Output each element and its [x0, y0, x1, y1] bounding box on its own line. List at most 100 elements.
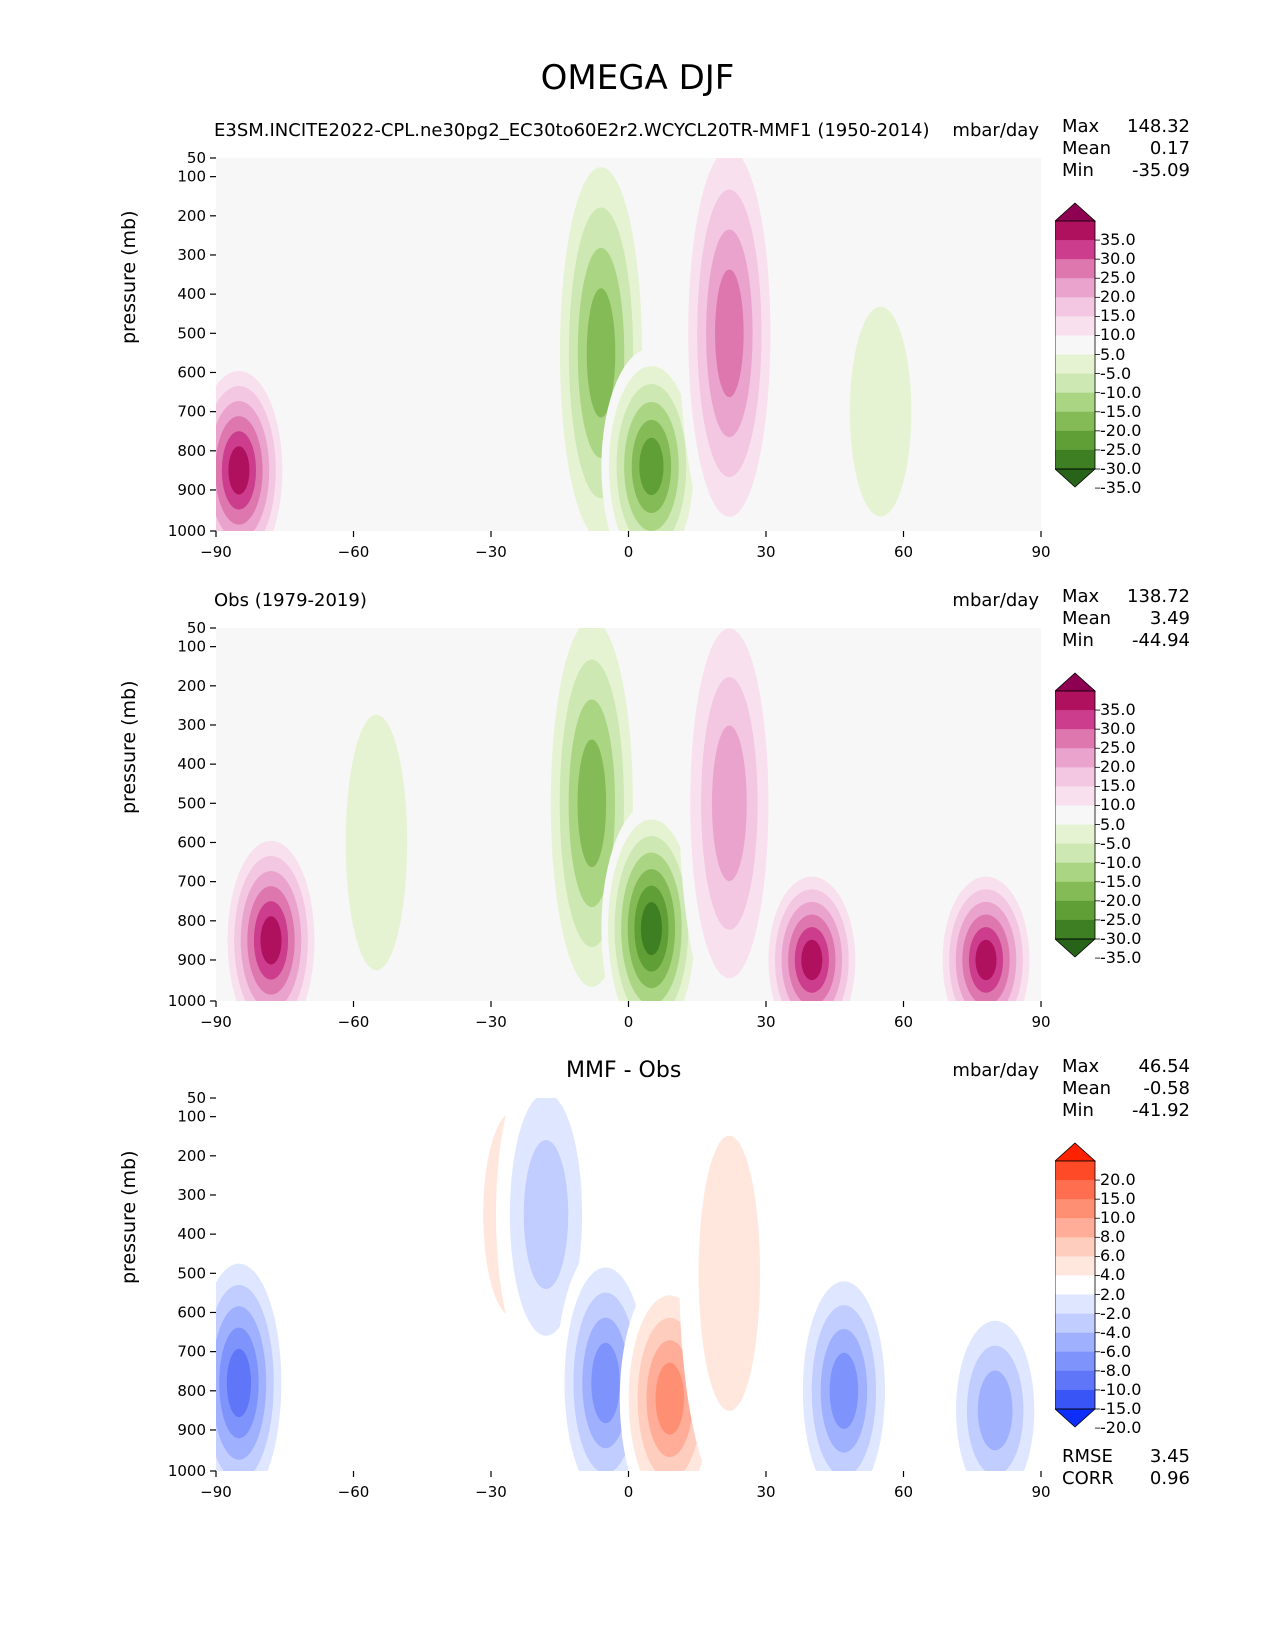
contour-level: [639, 437, 664, 496]
colorbar-frame: [1055, 690, 1096, 940]
x-tick-label: 0: [624, 1483, 634, 1501]
x-tick-label: 90: [1031, 543, 1050, 561]
colorbar-tick-label: -15.0: [1100, 871, 1142, 891]
colorbar-tick-label: -15.0: [1100, 401, 1142, 421]
colorbar: [1055, 1142, 1100, 1429]
panel-units: mbar/day: [952, 120, 1039, 141]
contour-field: [216, 158, 1041, 531]
colorbar-tick-label: 30.0: [1100, 249, 1136, 269]
x-tick-label: 30: [756, 1013, 775, 1031]
y-tick-label: 800: [177, 442, 206, 460]
colorbar-extend-max: [1055, 672, 1097, 692]
colorbar-tick-label: 20.0: [1100, 287, 1136, 307]
x-tick-label: −90: [200, 1013, 232, 1031]
y-tick-label: 400: [177, 755, 206, 773]
contour-level: [591, 1342, 620, 1424]
colorbar-tick-label: -20.0: [1100, 890, 1142, 910]
colorbar-tick-label: -35.0: [1100, 948, 1142, 968]
colorbar-segment: [1055, 862, 1095, 883]
stats-box: Max 138.72 Mean 3.49 Min -44.94: [1062, 586, 1190, 652]
colorbar-tick-label: 15.0: [1100, 306, 1136, 326]
y-tick-label: 200: [177, 1147, 206, 1165]
x-tick-label: 30: [756, 1483, 775, 1501]
stat-min-value: -44.94: [1131, 630, 1190, 651]
contour-level: [711, 725, 747, 882]
y-tick-label: 500: [177, 324, 206, 342]
contour-level: [586, 288, 616, 418]
contour-level: [698, 1135, 761, 1411]
y-tick-label: 600: [177, 833, 206, 851]
colorbar-segment: [1055, 449, 1095, 470]
stat-min-value: -41.92: [1131, 1100, 1190, 1121]
y-tick-label: 300: [177, 1186, 206, 1204]
colorbar-tick-label: -30.0: [1100, 459, 1142, 478]
colorbar-segment: [1055, 729, 1095, 749]
colorbar-tick-label: -10.0: [1100, 852, 1142, 872]
colorbar-tick-label: -2.0: [1100, 1303, 1132, 1323]
colorbar-segment: [1055, 1275, 1095, 1295]
contour-field: [216, 628, 1041, 1001]
x-tick-label: −90: [200, 543, 232, 561]
x-tick-label: 0: [624, 1013, 634, 1031]
colorbar-segment: [1055, 373, 1095, 394]
x-tick-label: 90: [1031, 1483, 1050, 1501]
contour-level: [977, 1370, 1013, 1451]
y-axis-label: pressure (mb): [118, 680, 140, 814]
colorbar-segment: [1055, 786, 1095, 806]
metric-rmse-label: RMSE: [1062, 1446, 1113, 1467]
stat-mean-label: Mean: [1062, 608, 1112, 629]
panel-units: mbar/day: [952, 1060, 1039, 1081]
y-axis-label: pressure (mb): [118, 210, 140, 344]
x-tick-label: 30: [756, 543, 775, 561]
colorbar-tick-label: -8.0: [1100, 1360, 1132, 1380]
contour-level: [577, 739, 607, 868]
y-tick-label: 400: [177, 285, 206, 303]
colorbar-extend-max: [1055, 1142, 1097, 1162]
colorbar-segment: [1055, 748, 1095, 768]
contour-level: [849, 306, 912, 517]
panel-subtitle: Obs (1979-2019): [214, 590, 367, 611]
colorbar-tick-label: -5.0: [1100, 833, 1132, 853]
metric-corr-label: CORR: [1062, 1468, 1114, 1489]
contour-level: [226, 1348, 252, 1418]
colorbar-tick-label: -30.0: [1100, 929, 1142, 948]
colorbar-segment: [1055, 710, 1095, 730]
y-tick-label: 900: [177, 1421, 206, 1439]
colorbar-segment: [1055, 1237, 1095, 1257]
stat-mean-label: Mean: [1062, 138, 1112, 159]
colorbar-segment: [1055, 430, 1095, 451]
colorbar-segment: [1055, 240, 1095, 260]
colorbar-tick-label: 25.0: [1100, 738, 1136, 758]
metric-corr-value: 0.96: [1149, 1468, 1190, 1489]
x-tick-label: 60: [894, 1483, 913, 1501]
colorbar-segment: [1055, 392, 1095, 413]
contour-level: [523, 1140, 569, 1290]
panel-model: E3SM.INCITE2022-CPL.ne30pg2_EC30to60E2r2…: [0, 70, 1275, 561]
colorbar-tick-label: -4.0: [1100, 1322, 1132, 1342]
figure-title: OMEGA DJF: [540, 58, 735, 98]
colorbar-tick-label: -6.0: [1100, 1341, 1132, 1361]
colorbar-segment: [1055, 1294, 1095, 1315]
stat-mean-value: -0.58: [1143, 1078, 1190, 1099]
colorbar-tick-label: 10.0: [1100, 795, 1136, 815]
contour-level: [345, 714, 408, 971]
colorbar-tick-label: -20.0: [1100, 1418, 1142, 1438]
colorbar-tick-label: 35.0: [1100, 230, 1136, 250]
colorbar-segment: [1055, 919, 1095, 940]
colorbar-segment: [1055, 691, 1095, 711]
x-tick-label: 0: [624, 543, 634, 561]
y-tick-label: 50: [187, 619, 206, 637]
colorbar-tick-label: 25.0: [1100, 268, 1136, 288]
y-tick-label: 800: [177, 1382, 206, 1400]
colorbar-segment: [1055, 354, 1095, 375]
stat-mean-value: 0.17: [1149, 138, 1190, 159]
colorbar-tick-label: 10.0: [1100, 1208, 1136, 1228]
colorbar-segment: [1055, 805, 1095, 825]
colorbar-segment: [1055, 1180, 1095, 1200]
colorbar-tick-label: -5.0: [1100, 363, 1132, 383]
colorbar-extend-min: [1055, 938, 1097, 958]
stat-max-label: Max: [1062, 1056, 1100, 1077]
contour-level: [715, 269, 744, 398]
